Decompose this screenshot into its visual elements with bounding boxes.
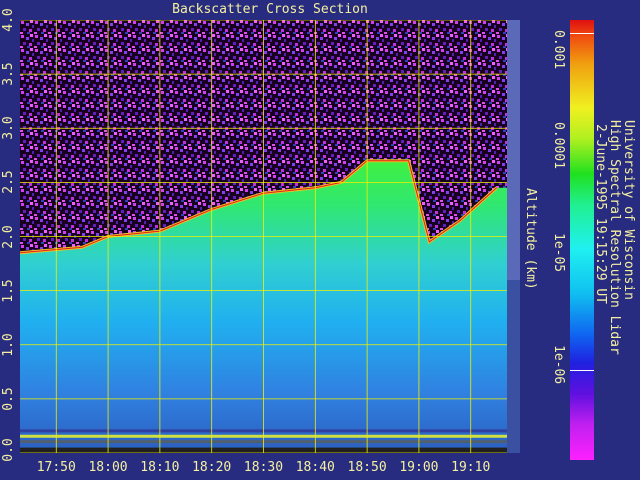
y-tick-label: 0.0 (1, 438, 16, 462)
x-tick-label: 19:00 (399, 460, 439, 475)
caption-institution: University of Wisconsin (621, 120, 636, 301)
colorbar-tick-label: 0.0001 (551, 122, 566, 169)
y-tick-label: 4.0 (1, 8, 16, 32)
colorbar-tick-label: 0.001 (551, 30, 566, 70)
x-tick-label: 18:50 (347, 460, 387, 475)
x-tick-label: 18:20 (192, 460, 232, 475)
y-tick-label: 3.0 (1, 116, 16, 140)
x-tick-label: 18:40 (295, 460, 335, 475)
x-tick-label: 19:10 (451, 460, 491, 475)
colorbar-tick-label: 1e-05 (551, 233, 566, 273)
plot-edge-strip (507, 20, 520, 453)
x-tick-label: 18:10 (140, 460, 180, 475)
chart-title: Backscatter Cross Section (172, 2, 368, 17)
y-tick-label: 1.5 (1, 278, 16, 303)
caption-datetime: 2-June-1995 19:15:29 UT (593, 124, 608, 305)
backscatter-image (20, 20, 507, 453)
y-tick-label: 1.0 (1, 333, 16, 357)
caption-instrument: High Spectral Resolution Lidar (607, 120, 622, 355)
x-tick-label: 18:00 (88, 460, 128, 475)
x-tick-label: 18:30 (243, 460, 284, 475)
colorbar-tick-label: 1e-06 (551, 345, 566, 385)
y-tick-label: 2.5 (1, 170, 16, 195)
colorbar-marker-top (570, 33, 594, 34)
colorbar (570, 20, 594, 460)
plot-area (20, 20, 507, 453)
colorbar-marker-bottom (570, 370, 594, 371)
y-tick-label: 3.5 (1, 62, 16, 86)
y-tick-label: 2.0 (1, 224, 16, 249)
x-tick-label: 17:50 (36, 460, 76, 475)
y-tick-label: 0.5 (1, 387, 16, 411)
y-axis-label: Altitude (km) (523, 188, 538, 290)
boundary-layer-top-core (20, 160, 497, 254)
